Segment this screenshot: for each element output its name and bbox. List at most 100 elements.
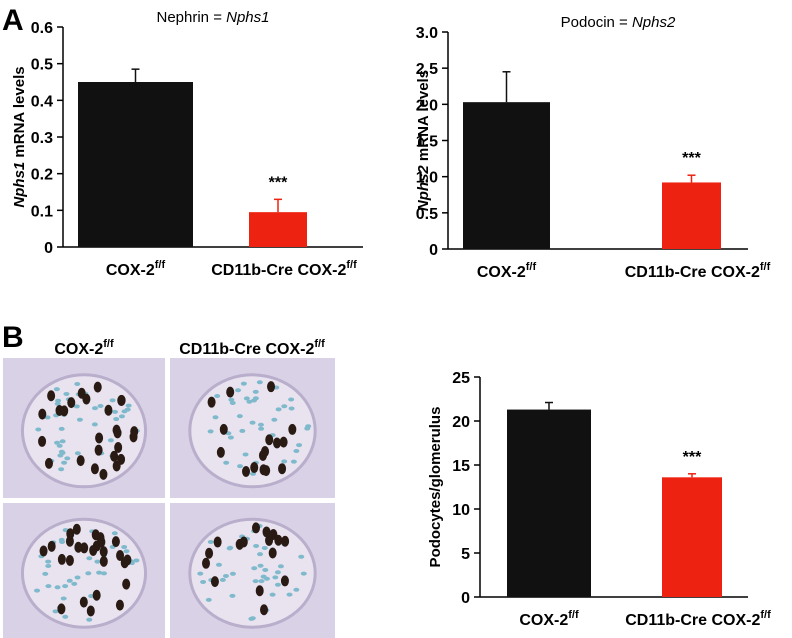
cell-nucleus bbox=[62, 584, 69, 589]
cell-nucleus bbox=[229, 593, 236, 598]
podocyte-nucleus bbox=[99, 546, 108, 558]
cell-nucleus bbox=[236, 414, 243, 419]
cell-nucleus bbox=[269, 592, 276, 597]
cell-nucleus bbox=[252, 389, 259, 394]
y-tick-label: 1.5 bbox=[416, 134, 438, 151]
cell-nucleus bbox=[293, 448, 300, 453]
x-tick-label-part: COX-2 bbox=[477, 264, 526, 281]
cell-nucleus bbox=[34, 588, 41, 593]
cell-nucleus bbox=[271, 417, 278, 422]
podocyte-nucleus bbox=[65, 535, 74, 547]
podocyte-nucleus bbox=[226, 386, 235, 398]
y-axis-label: Podocytes/glomerulus bbox=[427, 407, 444, 568]
cell-nucleus bbox=[251, 398, 258, 403]
cell-nucleus bbox=[121, 409, 128, 414]
x-tick-label-part: CD11b-Cre COX-2 bbox=[625, 612, 760, 629]
micrographs bbox=[3, 358, 335, 638]
cell-nucleus bbox=[223, 460, 230, 465]
cell-nucleus bbox=[61, 460, 68, 465]
glomerulus bbox=[188, 373, 317, 489]
podocyte-nucleus bbox=[76, 455, 85, 467]
cell-nucleus bbox=[35, 427, 42, 432]
podocyte-nucleus bbox=[255, 585, 264, 597]
podocyte-nucleus bbox=[281, 535, 290, 547]
podocyte-nucleus bbox=[92, 589, 101, 601]
podocyte-nucleus bbox=[55, 404, 64, 416]
cell-nucleus bbox=[112, 409, 119, 414]
podocyte-nucleus bbox=[260, 604, 269, 616]
cell-nucleus bbox=[74, 451, 81, 456]
podocyte-nucleus bbox=[288, 423, 297, 435]
cell-nucleus bbox=[222, 573, 229, 578]
podocyte-nucleus bbox=[274, 534, 283, 546]
y-tick-label: 0.5 bbox=[416, 206, 438, 223]
podocyte-nucleus bbox=[207, 396, 216, 408]
y-tick-label: 25 bbox=[452, 370, 470, 387]
cell-nucleus bbox=[228, 397, 235, 402]
cell-nucleus bbox=[86, 617, 93, 622]
panel-label: A bbox=[2, 4, 24, 37]
bar bbox=[78, 82, 193, 247]
cell-nucleus bbox=[54, 585, 61, 590]
y-axis-label-part: Nphs2 bbox=[415, 165, 432, 212]
y-tick-label: 0 bbox=[429, 242, 438, 259]
cell-nucleus bbox=[252, 579, 259, 584]
image-column-label-part: f/f bbox=[103, 338, 114, 350]
podocyte-nucleus bbox=[80, 542, 89, 554]
cell-nucleus bbox=[45, 559, 52, 564]
cell-nucleus bbox=[97, 403, 104, 408]
cell-nucleus bbox=[111, 531, 118, 536]
cell-nucleus bbox=[45, 563, 52, 568]
x-tick-label: CD11b-Cre COX-2f/f bbox=[211, 259, 357, 279]
cell-nucleus bbox=[58, 426, 65, 431]
podocyte-nucleus bbox=[99, 468, 108, 480]
cell-nucleus bbox=[58, 467, 65, 472]
chart-title-part: Podocin = bbox=[561, 14, 632, 31]
cell-nucleus bbox=[281, 404, 288, 409]
cell-nucleus bbox=[207, 429, 214, 434]
cell-nucleus bbox=[300, 571, 307, 576]
cell-nucleus bbox=[45, 584, 52, 589]
y-tick-label: 2.5 bbox=[416, 61, 438, 78]
cell-nucleus bbox=[293, 587, 300, 592]
cell-nucleus bbox=[248, 616, 255, 621]
podocyte-nucleus bbox=[112, 460, 121, 472]
cell-nucleus bbox=[42, 571, 49, 576]
cell-nucleus bbox=[257, 422, 264, 427]
podocyte-nucleus bbox=[38, 435, 47, 447]
cell-nucleus bbox=[66, 578, 73, 583]
podocyte-nucleus bbox=[79, 596, 88, 608]
cell-nucleus bbox=[215, 562, 222, 567]
cell-nucleus bbox=[52, 609, 59, 614]
podocyte-nucleus bbox=[39, 545, 48, 557]
podocyte-nucleus bbox=[115, 599, 124, 611]
cell-nucleus bbox=[207, 539, 214, 544]
cell-nucleus bbox=[96, 570, 103, 575]
y-axis-label: Nphs1 mRNA levels bbox=[11, 66, 28, 207]
cell-nucleus bbox=[258, 579, 265, 584]
x-tick-label-part: f/f bbox=[760, 261, 771, 273]
cell-nucleus bbox=[288, 397, 295, 402]
cell-nucleus bbox=[74, 575, 81, 580]
cell-nucleus bbox=[229, 400, 236, 405]
cell-nucleus bbox=[272, 575, 279, 580]
cell-nucleus bbox=[200, 579, 207, 584]
panel-label: B bbox=[2, 321, 24, 354]
podocyte-nucleus bbox=[47, 390, 56, 402]
cell-nucleus bbox=[76, 417, 83, 422]
x-tick-label: COX-2f/f bbox=[106, 259, 166, 279]
cell-nucleus bbox=[237, 464, 244, 469]
cell-nucleus bbox=[226, 546, 233, 551]
cell-nucleus bbox=[256, 380, 263, 385]
cell-nucleus bbox=[258, 426, 265, 431]
cell-nucleus bbox=[71, 581, 78, 586]
podocyte-nucleus bbox=[93, 381, 102, 393]
podocyte-nucleus bbox=[117, 394, 126, 406]
bar bbox=[507, 409, 591, 597]
chart-title-part: Nphs1 bbox=[226, 9, 269, 26]
cell-nucleus bbox=[251, 566, 258, 571]
significance: *** bbox=[683, 449, 702, 466]
cell-nucleus bbox=[305, 424, 312, 429]
podocyte-nucleus bbox=[216, 446, 225, 458]
x-tick-label-part: f/f bbox=[346, 259, 357, 271]
